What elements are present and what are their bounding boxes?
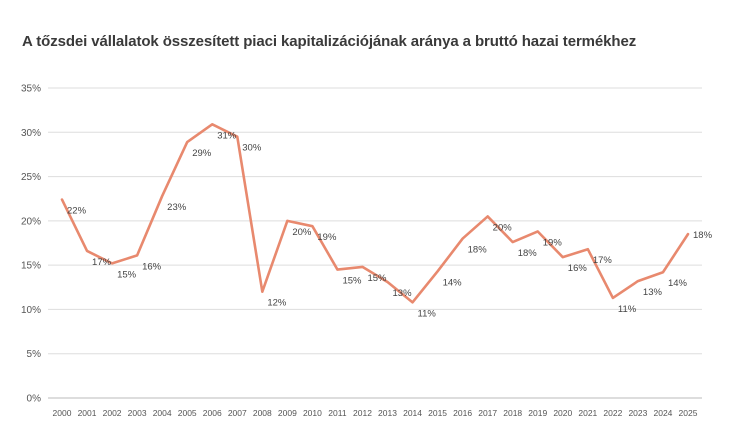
x-tick-label: 2008 <box>253 408 272 418</box>
y-tick-label: 25% <box>21 172 41 183</box>
y-tick-label: 15% <box>21 261 41 272</box>
data-label: 18% <box>693 230 713 241</box>
data-label: 30% <box>242 143 262 154</box>
y-tick-label: 10% <box>21 305 41 316</box>
x-tick-label: 2015 <box>428 408 447 418</box>
y-tick-label: 20% <box>21 216 41 227</box>
data-label: 17% <box>593 255 613 266</box>
x-tick-label: 2012 <box>353 408 372 418</box>
x-tick-label: 2024 <box>653 408 672 418</box>
data-label: 31% <box>217 130 237 141</box>
x-tick-label: 2003 <box>128 408 147 418</box>
x-tick-label: 2000 <box>53 408 72 418</box>
x-tick-label: 2013 <box>378 408 397 418</box>
data-label: 15% <box>367 273 387 284</box>
x-tick-label: 2023 <box>628 408 647 418</box>
data-label: 19% <box>317 232 337 243</box>
gridlines <box>48 87 702 399</box>
y-tick-label: 35% <box>21 84 41 95</box>
x-tick-label: 2020 <box>553 408 572 418</box>
x-axis-tick-labels: 2000 2001 2002 2003 2004 2005 2006 2007 2008 2009… <box>53 408 698 418</box>
data-label: 18% <box>468 245 488 256</box>
data-label: 14% <box>443 277 463 288</box>
data-label: 29% <box>192 148 212 159</box>
data-label: 22% <box>67 206 87 217</box>
data-label: 13% <box>393 288 413 299</box>
data-label: 11% <box>618 304 637 315</box>
x-tick-label: 2002 <box>103 408 122 418</box>
data-label: 14% <box>668 278 688 289</box>
x-tick-label: 2016 <box>453 408 472 418</box>
data-label: 15% <box>342 276 362 287</box>
x-tick-label: 2001 <box>78 408 97 418</box>
x-tick-label: 2010 <box>303 408 322 418</box>
x-tick-label: 2021 <box>578 408 597 418</box>
data-label: 16% <box>142 261 162 272</box>
data-label: 12% <box>267 298 287 309</box>
y-tick-label: 0% <box>27 394 42 405</box>
data-label: 20% <box>292 227 312 238</box>
data-label: 19% <box>543 237 563 248</box>
data-label: 23% <box>167 202 187 213</box>
y-tick-label: 30% <box>21 128 41 139</box>
x-tick-label: 2014 <box>403 408 422 418</box>
series-line <box>60 123 690 304</box>
x-tick-label: 2025 <box>679 408 698 418</box>
x-tick-label: 2019 <box>528 408 547 418</box>
x-tick-label: 2005 <box>178 408 197 418</box>
y-tick-label: 5% <box>27 349 42 360</box>
y-axis-tick-labels: 0% 5% 10% 15% 20% 25% 30% 35% <box>21 84 41 405</box>
x-tick-label: 2004 <box>153 408 172 418</box>
data-label: 16% <box>568 263 588 274</box>
chart-title: A tőzsdei vállalatok összesített piaci k… <box>22 33 637 50</box>
x-tick-label: 2009 <box>278 408 297 418</box>
data-label: 11% <box>418 308 437 319</box>
x-tick-label: 2017 <box>478 408 497 418</box>
series-line-group <box>60 123 690 304</box>
data-label: 20% <box>493 222 513 233</box>
x-tick-label: 2007 <box>228 408 247 418</box>
x-tick-label: 2022 <box>603 408 622 418</box>
data-labels: 22% 17% 15% 16% 23% 29% 31% 30% 12% 20% 19% 15% 15% 1… <box>67 130 713 319</box>
x-tick-label: 2011 <box>328 408 347 418</box>
x-tick-label: 2006 <box>203 408 222 418</box>
x-tick-label: 2018 <box>503 408 522 418</box>
data-label: 13% <box>643 287 663 298</box>
data-label: 15% <box>117 269 137 280</box>
data-label: 17% <box>92 257 112 268</box>
data-label: 18% <box>518 248 538 259</box>
